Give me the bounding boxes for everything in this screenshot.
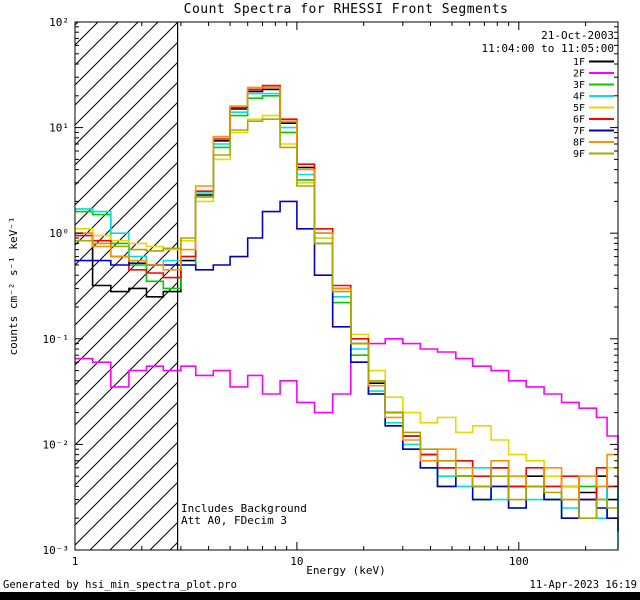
plot-generated-layer: 1 10 100 10² 10¹ 10⁰ 10⁻¹ 10⁻² 10⁻³ 1F2F3F4F5F6F7… bbox=[43, 16, 619, 568]
annotation-includes-background: Includes Background bbox=[181, 502, 307, 515]
y-tick-label: 10⁻¹ bbox=[43, 333, 70, 346]
axes: 1 10 100 10² 10¹ 10⁰ 10⁻¹ 10⁻² 10⁻³ bbox=[43, 16, 619, 568]
legend-label-7F: 7F bbox=[573, 126, 585, 137]
legend-label-9F: 9F bbox=[573, 149, 585, 160]
y-tick-label: 10⁰ bbox=[49, 227, 69, 240]
y-tick-label: 10¹ bbox=[49, 122, 69, 135]
legend-label-8F: 8F bbox=[573, 138, 585, 149]
date-label: 21-Oct-2003 bbox=[541, 29, 614, 42]
y-tick-label: 10⁻² bbox=[43, 438, 70, 451]
footer-generated-by: Generated by hsi_min_spectra_plot.pro bbox=[3, 579, 237, 591]
time-range-label: 11:04:00 to 11:05:00 bbox=[482, 42, 614, 55]
x-tick-label: 10 bbox=[290, 555, 303, 568]
series-9F bbox=[75, 118, 619, 519]
y-tick-label: 10² bbox=[49, 16, 69, 29]
legend-label-3F: 3F bbox=[573, 80, 585, 91]
legend-label-2F: 2F bbox=[573, 69, 585, 80]
legend-label-6F: 6F bbox=[573, 115, 585, 126]
legend-label-5F: 5F bbox=[573, 103, 585, 114]
x-tick-label: 1 bbox=[72, 555, 79, 568]
bottom-bar bbox=[0, 592, 640, 600]
x-tick-label: 100 bbox=[509, 555, 529, 568]
footer-timestamp: 11-Apr-2023 16:19 bbox=[530, 579, 637, 591]
legend-label-1F: 1F bbox=[573, 57, 585, 68]
chart-title: Count Spectra for RHESSI Front Segments bbox=[184, 2, 509, 17]
y-axis-label: counts cm⁻² s⁻¹ keV⁻¹ bbox=[7, 216, 20, 355]
legend-label-4F: 4F bbox=[573, 92, 585, 103]
series-lines bbox=[75, 84, 619, 550]
annotation-attenuator: Att A0, FDecim 3 bbox=[181, 514, 287, 527]
low-energy-hatch-region bbox=[75, 22, 179, 550]
y-tick-label: 10⁻³ bbox=[43, 544, 70, 557]
x-axis-label: Energy (keV) bbox=[306, 564, 385, 577]
